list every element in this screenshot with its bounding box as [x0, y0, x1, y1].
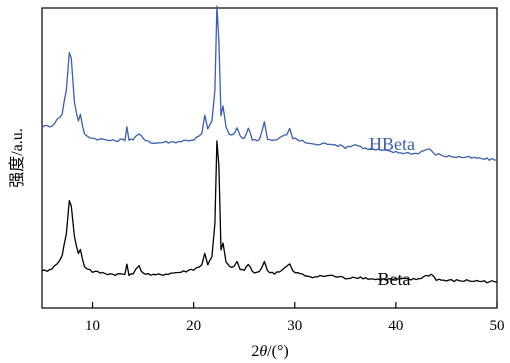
- plot-border: [41, 7, 498, 309]
- series-label-beta: Beta: [378, 269, 411, 289]
- x-tick-label: 30: [287, 318, 302, 334]
- x-tick-label: 20: [186, 318, 201, 334]
- x-axis-ticks: 10 20 30 40 50: [85, 302, 505, 334]
- x-tick-label: 40: [388, 318, 403, 334]
- series-label-hbeta: HBeta: [369, 134, 415, 154]
- plot-frame: [41, 7, 498, 309]
- x-axis-title: 2θ/(°): [251, 343, 288, 360]
- x-tick-label: 10: [85, 318, 100, 334]
- series-layer: [41, 5, 498, 284]
- y-axis-title: 强度/a.u.: [8, 128, 26, 188]
- series-labels: HBeta Beta: [369, 134, 415, 289]
- series-line-hbeta: [41, 5, 497, 161]
- series-line-beta: [41, 140, 498, 284]
- x-tick-label: 50: [490, 318, 505, 334]
